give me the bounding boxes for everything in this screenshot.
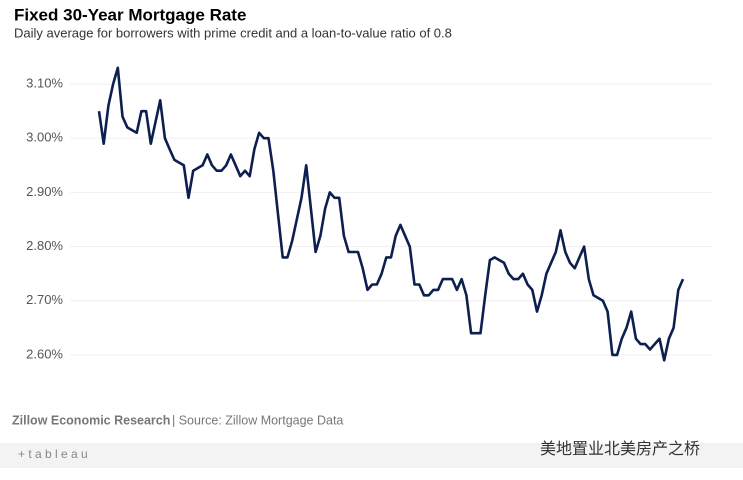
y-tick-label: 3.00% <box>26 130 63 145</box>
line-series <box>97 66 685 362</box>
y-tick-label: 3.10% <box>26 76 63 91</box>
y-tick-label: 2.90% <box>26 184 63 199</box>
watermark: 美地置业北美房产之桥 <box>540 440 700 458</box>
tableau-logo[interactable]: + t a b l e a u <box>18 447 88 461</box>
chart-subtitle: Daily average for borrowers with prime c… <box>14 25 452 40</box>
y-tick-label: 2.70% <box>26 292 63 307</box>
footer-source: | Source: Zillow Mortgage Data <box>172 413 343 427</box>
y-tick-label: 2.80% <box>26 238 63 253</box>
y-tick-label: 2.60% <box>26 346 63 361</box>
toolbar <box>0 443 743 468</box>
chart-title: Fixed 30-Year Mortgage Rate <box>14 5 246 24</box>
footer-organization: Zillow Economic Research <box>12 413 170 427</box>
